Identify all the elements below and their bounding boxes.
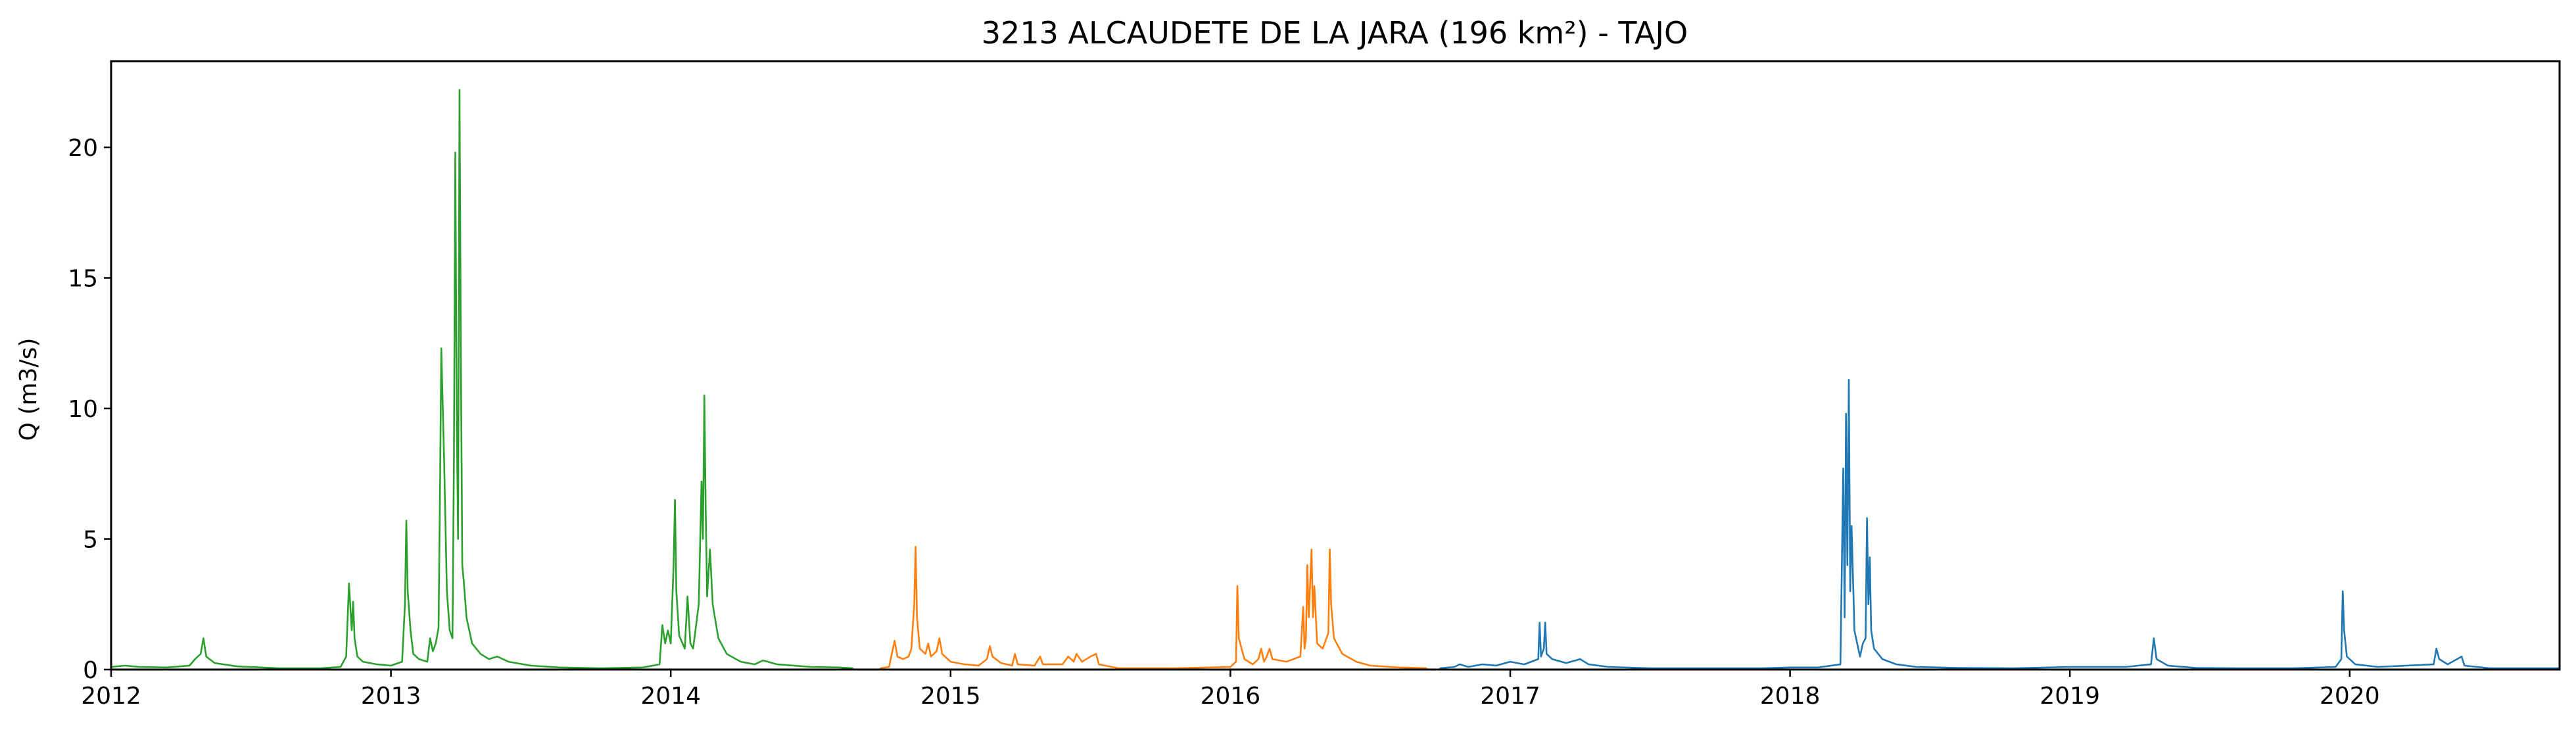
chart-title: 3213 ALCAUDETE DE LA JARA (196 km²) - TA…: [982, 15, 1688, 51]
series-line-2: [880, 546, 1427, 670]
x-tick-label: 2012: [81, 683, 141, 710]
x-tick-label: 2013: [361, 683, 421, 710]
plot-frame: [110, 60, 2561, 671]
x-tick-label: 2015: [920, 683, 981, 710]
y-tick-label: 10: [68, 396, 98, 423]
x-tick-label: 2019: [2039, 683, 2100, 710]
y-axis-label: Q (m3/s): [15, 338, 42, 441]
x-tick-label: 2020: [2320, 683, 2380, 710]
x-tick-label: 2016: [1201, 683, 1261, 710]
ticks-layer: 2012 2013 2014 2015 2016 2017 2018 2019 20200510…: [68, 135, 2379, 710]
series-line-3: [1439, 378, 2561, 670]
y-tick-label: 5: [83, 527, 98, 554]
x-tick-label: 2017: [1480, 683, 1540, 710]
y-tick-label: 20: [68, 135, 98, 162]
x-tick-label: 2018: [1760, 683, 1821, 710]
y-tick-label: 15: [68, 266, 98, 293]
series-line-1: [110, 89, 854, 670]
series-layer: [110, 89, 2561, 670]
y-tick-label: 0: [83, 657, 98, 684]
x-tick-label: 2014: [640, 683, 701, 710]
